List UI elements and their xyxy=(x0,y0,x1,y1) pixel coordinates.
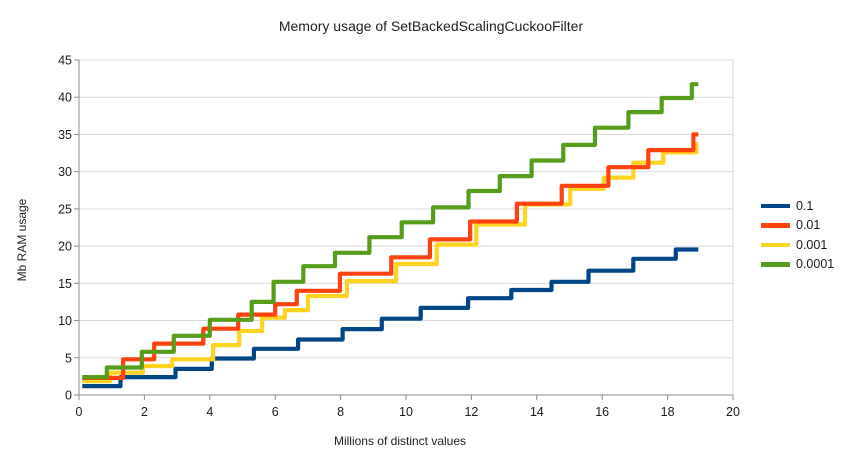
y-tick-label-40: 40 xyxy=(58,91,72,105)
legend-item-0.0001: 0.0001 xyxy=(761,255,834,275)
legend-label-0.0001: 0.0001 xyxy=(796,257,835,272)
chart-title: Memory usage of SetBackedScalingCuckooFi… xyxy=(279,18,584,34)
x-tick-label-2: 2 xyxy=(141,405,148,419)
x-tick-label-8: 8 xyxy=(337,405,344,419)
x-tick-label-4: 4 xyxy=(206,405,213,419)
y-tick-label-45: 45 xyxy=(58,54,72,68)
x-tick-label-12: 12 xyxy=(464,405,478,419)
series-line-0.01 xyxy=(82,132,699,380)
y-tick-label-25: 25 xyxy=(58,202,72,216)
series-line-0.0001 xyxy=(82,82,699,380)
y-tick-label-35: 35 xyxy=(58,128,72,142)
y-tick-label-30: 30 xyxy=(58,165,72,179)
series-line-0.001 xyxy=(82,142,699,384)
axes xyxy=(74,59,734,400)
x-tick-label-10: 10 xyxy=(399,405,413,419)
x-tick-label-18: 18 xyxy=(661,405,675,419)
x-tick-label-0: 0 xyxy=(76,405,83,419)
y-tick-label-20: 20 xyxy=(58,240,72,254)
y-tick-label-5: 5 xyxy=(65,351,72,365)
legend-item-0.001: 0.001 xyxy=(761,235,834,255)
legend-item-0.01: 0.01 xyxy=(761,216,834,236)
legend-swatch-0.001 xyxy=(761,242,790,247)
legend-swatch-0.0001 xyxy=(761,262,790,267)
legend-label-0.001: 0.001 xyxy=(796,237,828,252)
legend-swatch-0.1 xyxy=(761,203,790,208)
data-series xyxy=(82,82,699,389)
legend-item-0.1: 0.1 xyxy=(761,196,834,216)
y-tick-label-0: 0 xyxy=(65,389,72,403)
x-tick-label-6: 6 xyxy=(272,405,279,419)
x-tick-label-16: 16 xyxy=(595,405,609,419)
y-axis-title: Mb RAM usage xyxy=(15,198,29,281)
series-line-0.1 xyxy=(82,247,699,389)
x-tick-label-20: 20 xyxy=(726,405,740,419)
y-tick-label-15: 15 xyxy=(58,277,72,291)
chart-legend: 0.1 0.01 0.001 0.0001 xyxy=(761,196,834,274)
x-tick-label-14: 14 xyxy=(530,405,544,419)
legend-swatch-0.01 xyxy=(761,223,790,228)
x-axis-title: Millions of distinct values xyxy=(334,434,466,448)
tick-labels: 0 5 10 15 20 25 30 35 40 45 0 2 4 6 8 10 12 14 16 18 20 xyxy=(58,54,740,420)
legend-label-0.1: 0.1 xyxy=(796,198,814,213)
legend-label-0.01: 0.01 xyxy=(796,218,821,233)
y-tick-label-10: 10 xyxy=(58,314,72,328)
gridlines xyxy=(79,59,734,395)
